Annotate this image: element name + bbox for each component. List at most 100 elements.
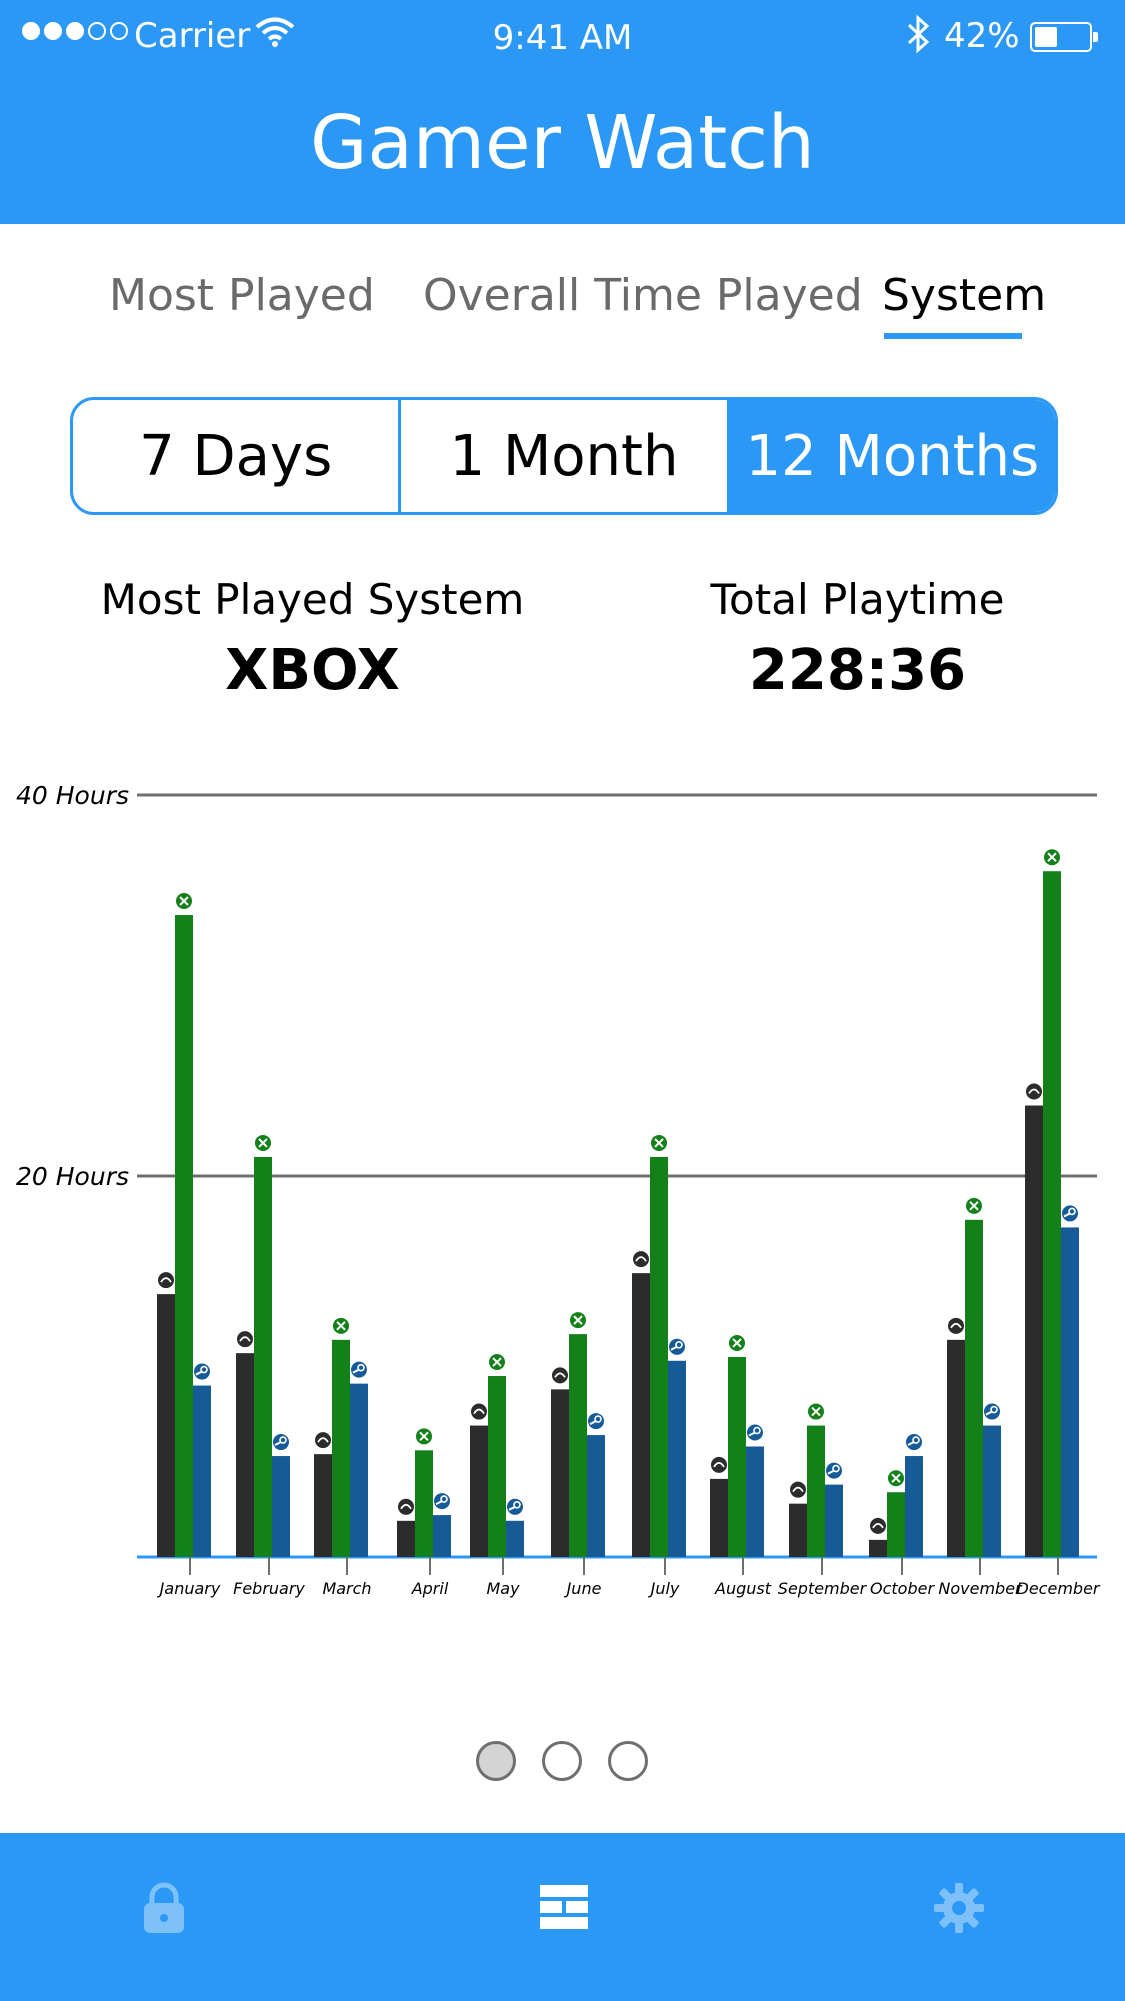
steam-icon (200, 1365, 208, 1374)
total-playtime-label: Total Playtime (710, 575, 1005, 624)
playstation-icon (160, 1277, 172, 1283)
bar-playstation-april (397, 1520, 415, 1557)
x-tick-label: May (486, 1579, 520, 1598)
battery-percentage: 42% (944, 16, 1020, 56)
app-title: Gamer Watch (310, 100, 815, 186)
total-playtime-stat: Total Playtime 228:36 (700, 575, 1015, 703)
playstation-icon (554, 1372, 566, 1378)
most-played-system-stat: Most Played System XBOX (100, 575, 525, 703)
playstation-icon (790, 1481, 806, 1498)
xbox-icon (179, 896, 189, 906)
bar-steam-march (350, 1383, 368, 1557)
bar-playstation-november (947, 1339, 965, 1557)
bar-xbox-march (332, 1339, 350, 1557)
xbox-icon (654, 1138, 664, 1148)
steam-icon (195, 1370, 203, 1376)
dashboard-icon[interactable] (538, 1881, 590, 1937)
x-tick-label: August (714, 1579, 772, 1598)
playstation-icon (398, 1498, 414, 1515)
steam-icon (357, 1363, 365, 1372)
steam-icon (274, 1441, 282, 1446)
xbox-icon (492, 1357, 502, 1367)
playstation-icon (239, 1336, 251, 1342)
bottom-tab-bar (0, 1833, 1125, 2001)
xbox-icon (891, 1473, 901, 1483)
bar-xbox-september (807, 1425, 825, 1557)
gridline-label: 20 Hours (16, 1162, 129, 1191)
range-1-month-button[interactable]: 1 Month (401, 400, 730, 512)
x-tick-label: February (233, 1579, 305, 1598)
bar-xbox-june (569, 1334, 587, 1557)
x-tick-label: January (157, 1579, 221, 1598)
playstation-icon (315, 1432, 331, 1449)
playstation-icon (400, 1503, 412, 1510)
tab-system[interactable]: System (882, 270, 1047, 321)
steam-icon (594, 1415, 602, 1423)
playstation-icon (711, 1456, 727, 1473)
steam-icon (670, 1345, 678, 1351)
total-playtime-value: 228:36 (748, 638, 967, 703)
bar-xbox-april (415, 1450, 433, 1557)
range-12-months-button[interactable]: 12 Months (729, 400, 1055, 512)
bar-playstation-march (314, 1454, 332, 1557)
xbox-icon (811, 1406, 821, 1417)
bar-steam-july (668, 1360, 686, 1557)
bar-playstation-september (789, 1503, 807, 1557)
bar-playstation-october (869, 1539, 887, 1557)
xbox-icon (1047, 852, 1057, 862)
xbox-icon (419, 1431, 429, 1442)
playstation-icon (792, 1486, 804, 1493)
page-dot-3[interactable] (608, 1741, 648, 1781)
steam-icon (832, 1464, 840, 1473)
x-tick-label: July (648, 1579, 680, 1598)
page-dot-1[interactable] (476, 1741, 516, 1781)
steam-icon (985, 1410, 993, 1416)
time-range-selector: 7 Days 1 Month 12 Months (70, 397, 1058, 515)
playstation-icon (1026, 1083, 1042, 1100)
steam-icon (589, 1420, 597, 1425)
steam-icon (748, 1431, 756, 1437)
steam-icon (1068, 1207, 1076, 1216)
x-tick-label: June (564, 1579, 602, 1598)
bar-playstation-august (710, 1478, 728, 1557)
steam-icon (1063, 1212, 1071, 1218)
x-tick-label: April (411, 1579, 449, 1598)
most-played-system-value: XBOX (225, 638, 400, 703)
bar-xbox-february (254, 1156, 272, 1557)
x-tick-label: November (938, 1579, 1023, 1598)
range-7-days-button[interactable]: 7 Days (73, 400, 402, 512)
signal-strength-icon (22, 22, 128, 40)
tab-overall-time-played[interactable]: Overall Time Played (423, 270, 863, 321)
playstation-icon (870, 1517, 886, 1534)
bar-steam-april (433, 1515, 451, 1557)
xbox-icon (336, 1321, 346, 1331)
bar-steam-january (193, 1385, 211, 1557)
playstation-icon (950, 1322, 962, 1329)
bar-xbox-november (965, 1219, 983, 1557)
playstation-icon (633, 1251, 649, 1268)
playstation-icon (471, 1403, 487, 1420)
playstation-icon (635, 1256, 647, 1262)
tab-most-played[interactable]: Most Played (109, 270, 375, 321)
gear-icon[interactable] (932, 1881, 986, 1939)
bar-xbox-october (887, 1492, 905, 1557)
playstation-icon (237, 1331, 253, 1348)
page-indicator (0, 1741, 1125, 1791)
x-tick-label: March (322, 1579, 371, 1598)
bar-playstation-may (470, 1425, 488, 1557)
page-dot-2[interactable] (542, 1741, 582, 1781)
playstation-icon (1028, 1088, 1040, 1095)
status-bar: Carrier 9:41 AM 42% (0, 0, 1125, 80)
playstation-icon (158, 1272, 174, 1289)
steam-icon (827, 1469, 835, 1475)
bar-steam-august (746, 1446, 764, 1557)
bluetooth-icon (905, 14, 933, 63)
playstation-icon (552, 1367, 568, 1384)
playstation-icon (473, 1408, 485, 1415)
carrier-name: Carrier (134, 16, 251, 56)
lock-icon[interactable] (140, 1881, 188, 1941)
bar-playstation-december (1025, 1105, 1043, 1557)
steam-icon (675, 1340, 683, 1349)
playstation-icon (713, 1462, 725, 1468)
bar-playstation-january (157, 1294, 175, 1557)
